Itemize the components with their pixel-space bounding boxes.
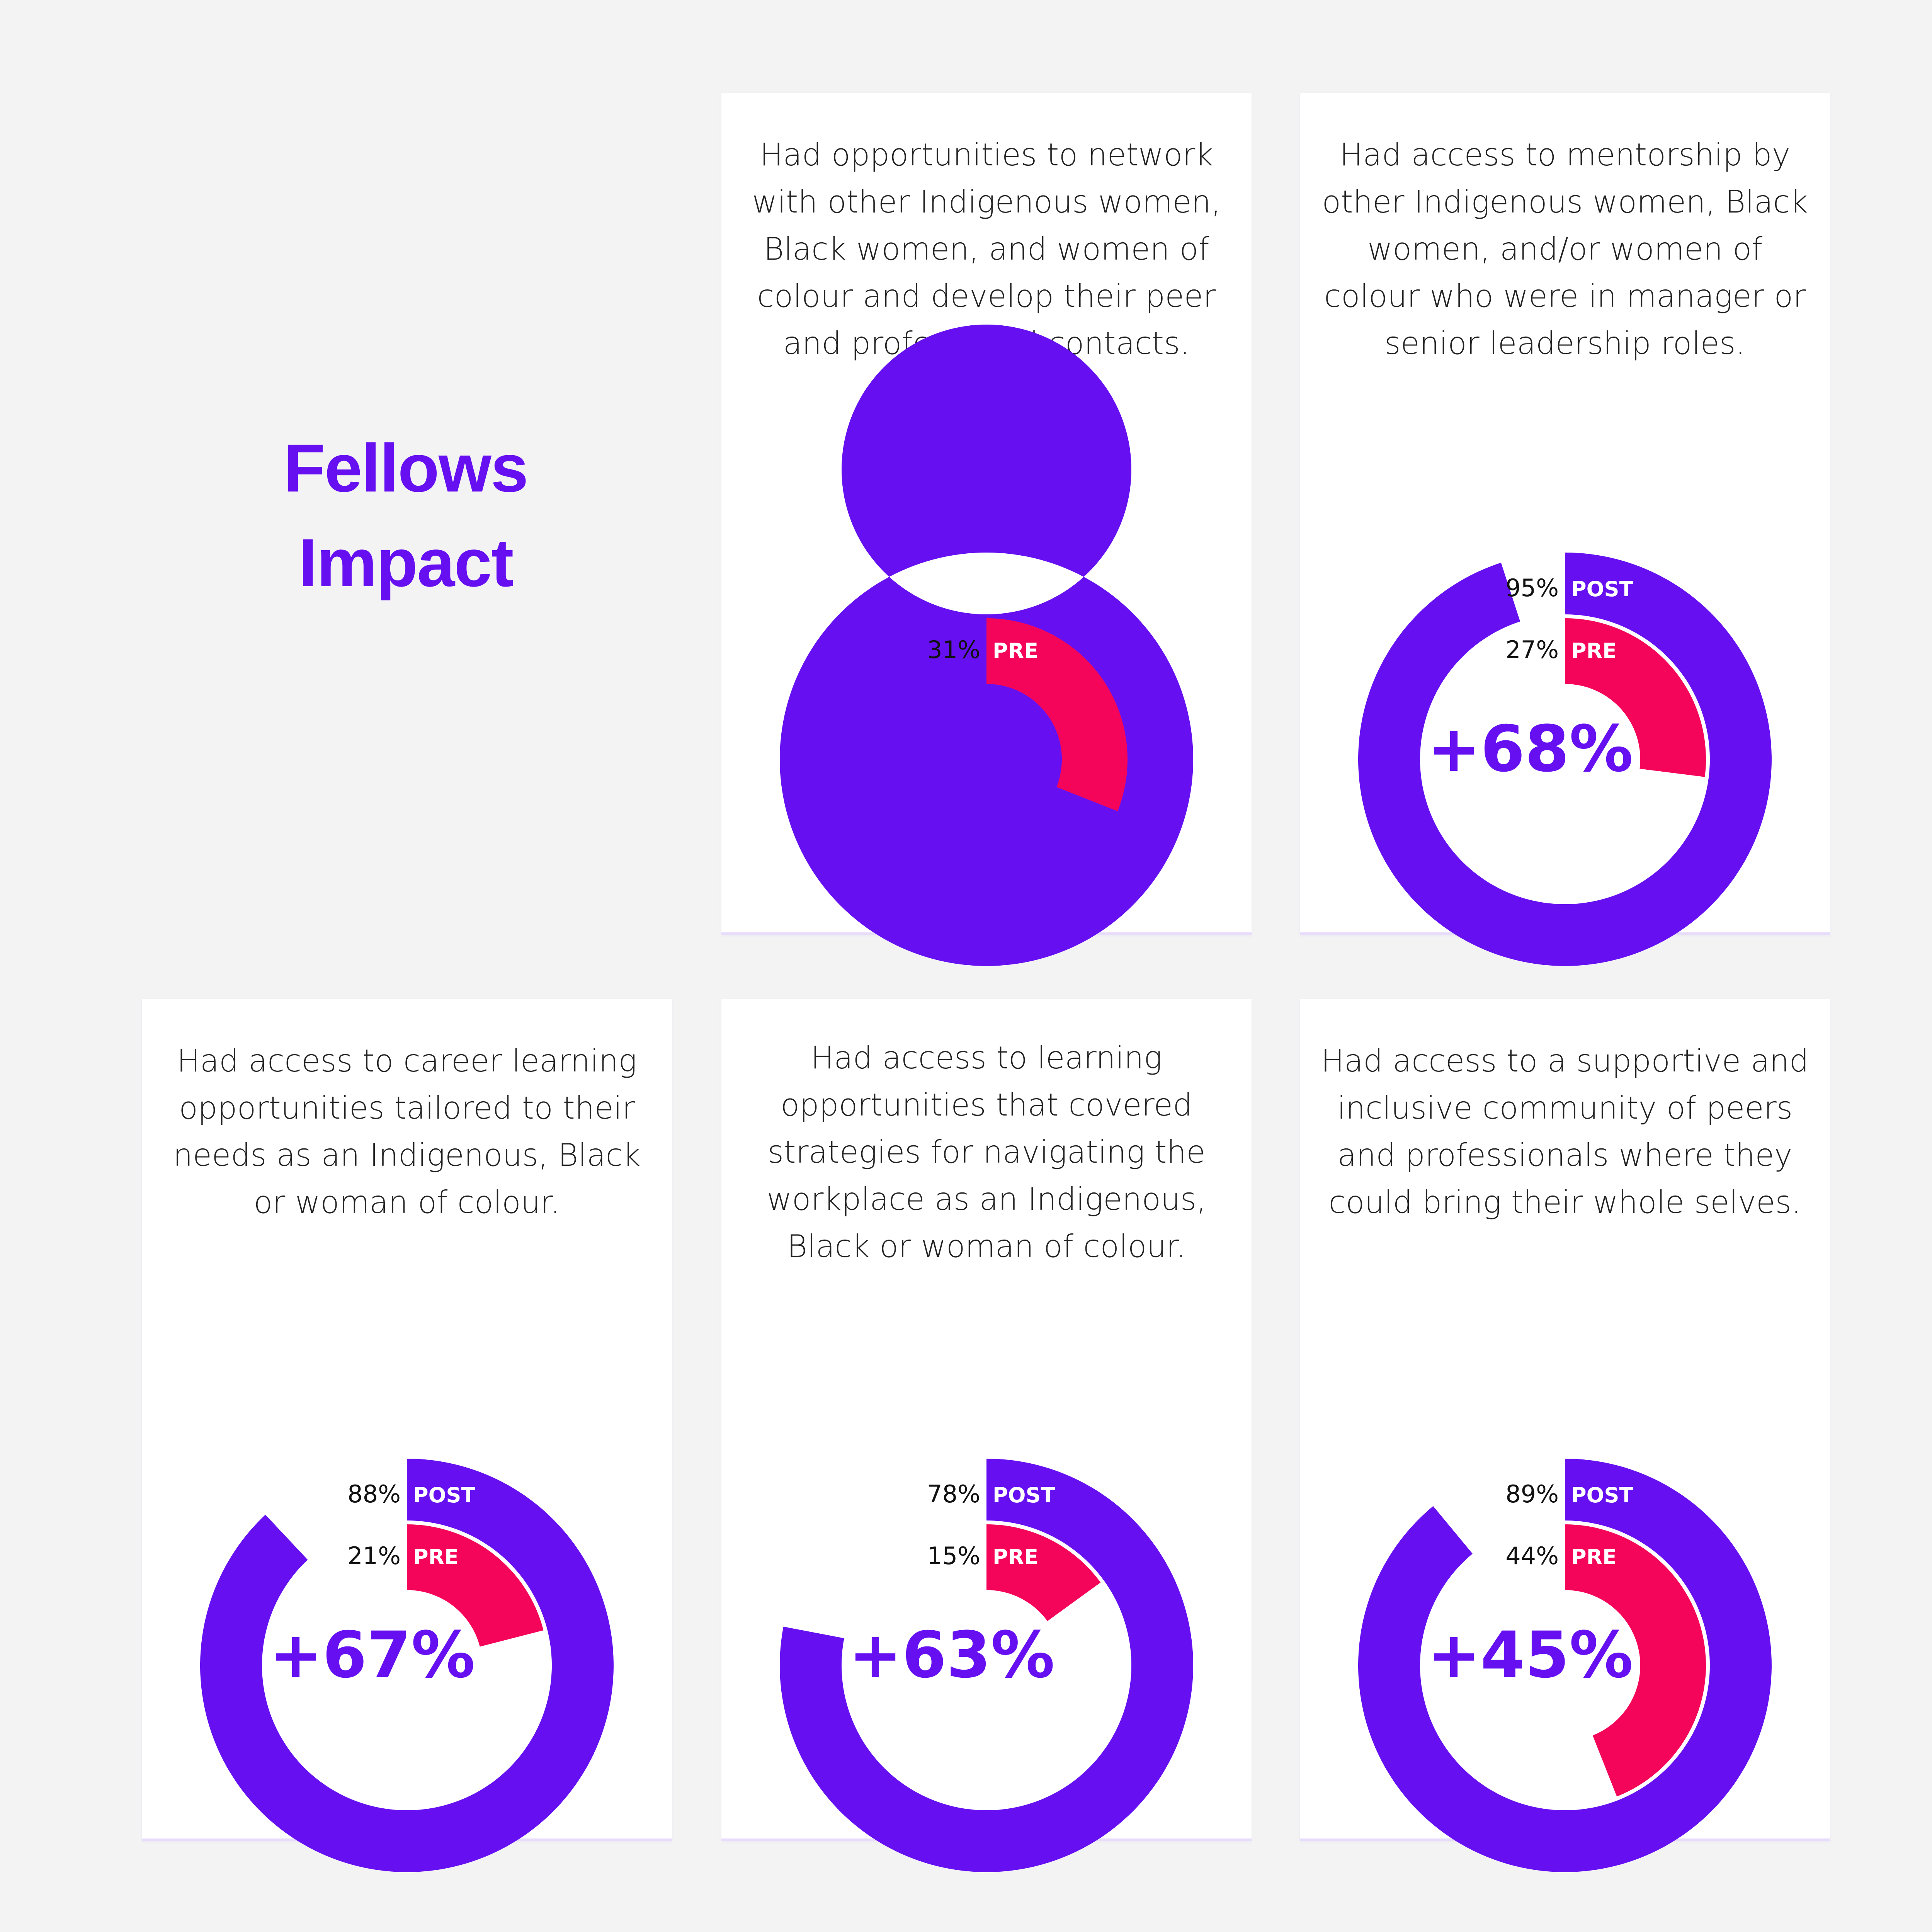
page-title-line2: Impact <box>298 525 514 601</box>
post-arc <box>200 1459 614 1872</box>
page-title: Fellows Impact <box>155 421 657 611</box>
pre-value-label: 27% <box>1505 636 1559 664</box>
pre-tag: PRE <box>993 1545 1038 1569</box>
post-tag: POST <box>1571 1483 1633 1507</box>
post-value-label: 89% <box>1505 1480 1559 1508</box>
delta-label: +67% <box>269 1618 475 1692</box>
pre-arc <box>986 618 1128 811</box>
post-tag: POST <box>993 577 1055 601</box>
card-description: Had access to mentorship by other Indige… <box>1322 137 1808 361</box>
pre-value-label: 31% <box>927 636 980 664</box>
post-arc <box>779 1459 1193 1872</box>
post-arc <box>1358 1459 1772 1872</box>
pre-arc <box>407 1524 544 1647</box>
delta-label: +45% <box>1427 1618 1633 1692</box>
post-arc <box>1358 553 1772 966</box>
stat-card-community: Had access to a supportive and inclusive… <box>1300 999 1830 1872</box>
stat-card-mentorship: Had access to mentorship by other Indige… <box>1300 93 1830 966</box>
pre-tag: PRE <box>1571 639 1617 663</box>
card-description: Had access to learning opportunities tha… <box>767 1040 1206 1264</box>
delta-label: +69% <box>849 712 1054 786</box>
stat-card-career-learning: Had access to career learning opportunit… <box>142 999 672 1872</box>
delta-label: +68% <box>1427 712 1633 786</box>
page-title-line1: Fellows <box>284 430 528 506</box>
pre-value-label: 44% <box>1505 1542 1559 1570</box>
post-value-label: 78% <box>927 1480 980 1508</box>
pre-tag: PRE <box>1571 1545 1617 1569</box>
post-value-label: 88% <box>347 1480 401 1508</box>
pre-arc <box>1565 618 1706 777</box>
pre-arc <box>986 1524 1101 1621</box>
post-tag: POST <box>413 1483 475 1507</box>
post-tag: POST <box>993 1483 1055 1507</box>
post-arc <box>779 325 1193 966</box>
stat-card-workplace-strategies: Had access to learning opportunities tha… <box>721 999 1252 1872</box>
pre-value-label: 21% <box>347 1542 401 1570</box>
pre-tag: PRE <box>993 639 1038 663</box>
stat-card-network: Had opportunities to network with other … <box>721 93 1252 966</box>
post-value-label: 100% <box>912 574 980 602</box>
donut-chart: POST 100% PRE 31% +69% <box>779 325 1193 966</box>
post-tag: POST <box>1571 577 1633 601</box>
donut-chart: POST 78% PRE 15% +63% <box>779 1459 1193 1872</box>
donut-chart: POST 88% PRE 21% +67% <box>200 1459 614 1872</box>
post-value-label: 95% <box>1505 574 1559 602</box>
pre-value-label: 15% <box>927 1542 980 1570</box>
donut-chart: POST 95% PRE 27% +68% <box>1358 553 1772 966</box>
pre-tag: PRE <box>413 1545 459 1569</box>
card-description: Had access to a supportive and inclusive… <box>1321 1043 1809 1220</box>
donut-chart: POST 89% PRE 44% +45% <box>1358 1459 1772 1872</box>
card-description: Had access to career learning opportunit… <box>173 1043 641 1220</box>
pre-arc <box>1565 1524 1706 1797</box>
delta-label: +63% <box>849 1618 1054 1692</box>
